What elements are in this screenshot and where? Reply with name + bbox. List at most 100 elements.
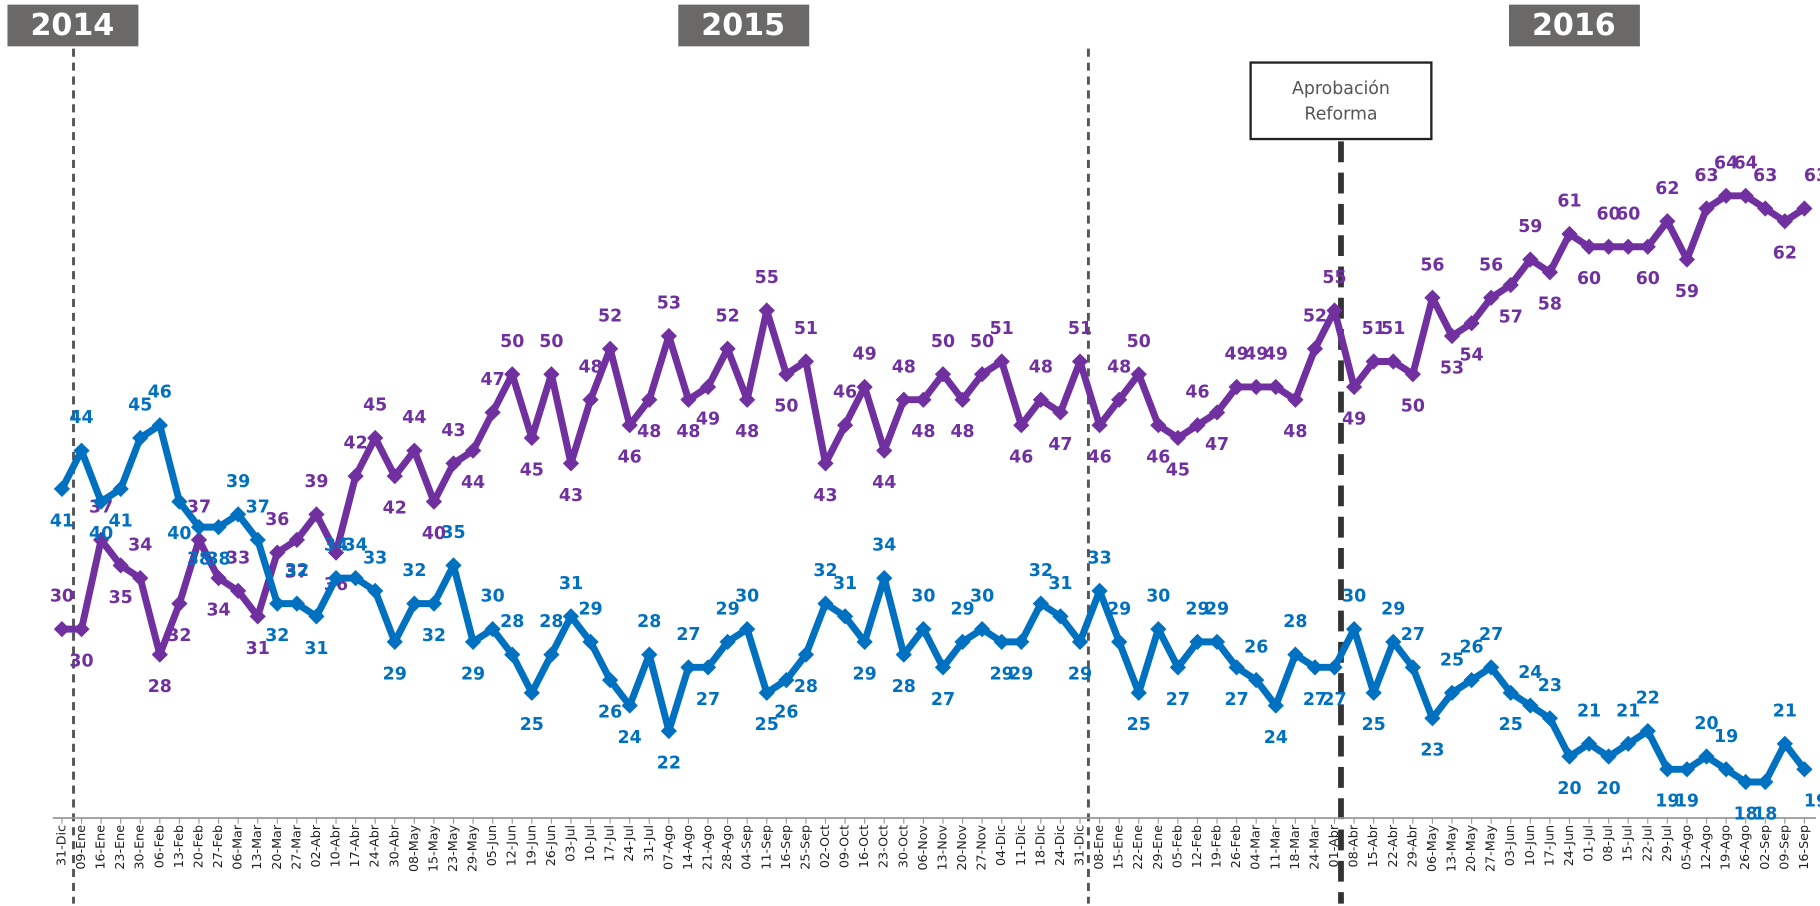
- marker: [660, 722, 677, 740]
- marker: [1345, 620, 1363, 638]
- marker: [1248, 378, 1265, 396]
- data-label: 24: [618, 728, 642, 748]
- data-label: 63: [1694, 166, 1718, 186]
- data-label: 48: [911, 422, 935, 442]
- marker: [602, 671, 619, 689]
- marker: [1345, 378, 1363, 396]
- marker: [778, 366, 795, 383]
- x-tick-label: 12-Jun: [505, 825, 520, 866]
- marker: [856, 633, 873, 650]
- marker: [53, 620, 71, 638]
- marker: [856, 378, 873, 396]
- data-label: 23: [1420, 741, 1444, 761]
- data-label: 43: [813, 486, 837, 506]
- marker: [327, 570, 345, 587]
- marker: [797, 646, 815, 663]
- x-tick-label: 15-Abr: [1366, 824, 1381, 867]
- x-tick-label: 26-Ago: [1738, 825, 1753, 870]
- data-label: 20: [1597, 779, 1621, 799]
- data-label: 48: [578, 357, 602, 377]
- data-label: 31: [1048, 574, 1072, 594]
- data-label: 51: [990, 319, 1014, 339]
- marker: [445, 455, 462, 472]
- x-tick-label: 31-Jul: [642, 825, 657, 862]
- marker: [739, 391, 756, 408]
- x-tick-label: 17-Jul: [603, 825, 618, 862]
- marker: [543, 646, 560, 663]
- marker: [1111, 633, 1128, 650]
- data-label: 30: [69, 652, 93, 672]
- marker: [1287, 646, 1304, 663]
- marker: [1032, 391, 1049, 408]
- x-tick-label: 21-Ago: [701, 825, 716, 870]
- x-tick-label: 19-Ago: [1719, 825, 1734, 870]
- marker: [699, 659, 717, 676]
- data-label: 46: [833, 383, 857, 403]
- data-label: 32: [813, 561, 837, 581]
- marker: [1150, 417, 1167, 434]
- x-tick-label: 08-Abr: [1347, 824, 1362, 867]
- data-label: 43: [559, 486, 583, 506]
- x-tick-label: 13-Feb: [172, 825, 187, 868]
- marker: [934, 659, 952, 676]
- data-label: 30: [911, 587, 935, 607]
- x-tick-label: 06-May: [1425, 824, 1440, 872]
- marker: [876, 570, 893, 587]
- data-label: 48: [892, 357, 916, 377]
- x-tick-label: 13-Nov: [935, 824, 950, 870]
- marker: [817, 595, 834, 612]
- data-label: 40: [422, 524, 446, 544]
- x-tick-label: 18-Mar: [1288, 824, 1303, 870]
- year-label: 2015: [701, 8, 785, 43]
- data-label: 45: [128, 395, 152, 415]
- data-label: 58: [1538, 295, 1562, 315]
- marker: [288, 531, 305, 549]
- marker: [112, 557, 129, 574]
- marker: [680, 391, 697, 408]
- data-label: 29: [853, 664, 877, 684]
- marker: [876, 442, 893, 459]
- marker: [1071, 633, 1089, 650]
- marker: [758, 684, 775, 701]
- data-label: 30: [1342, 587, 1366, 607]
- marker: [1580, 238, 1598, 255]
- data-label: 51: [1362, 319, 1386, 339]
- marker: [92, 493, 110, 510]
- x-tick-label: 22-Jul: [1640, 825, 1655, 862]
- data-label: 21: [1616, 701, 1640, 721]
- x-tick-label: 11-Dic: [1014, 825, 1029, 866]
- data-label: 23: [1538, 676, 1562, 696]
- marker: [445, 557, 462, 574]
- marker: [1404, 659, 1421, 676]
- data-label: 44: [872, 473, 896, 493]
- marker: [1522, 251, 1539, 268]
- marker: [993, 633, 1010, 650]
- marker: [367, 429, 384, 447]
- marker: [1639, 238, 1656, 255]
- marker: [1130, 366, 1147, 383]
- data-label: 61: [1557, 192, 1581, 212]
- marker: [934, 366, 952, 383]
- x-tick-label: 09-Oct: [838, 825, 853, 868]
- data-label: 39: [304, 472, 328, 492]
- x-tick-label: 31-Dic: [54, 825, 69, 866]
- x-tick-label: 12-Ago: [1699, 825, 1714, 870]
- marker: [1091, 417, 1108, 434]
- x-tick-label: 29-Ene: [1151, 825, 1166, 870]
- x-tick-label: 02-Oct: [818, 825, 833, 868]
- data-label: 28: [500, 612, 524, 632]
- marker: [288, 595, 305, 612]
- marker: [504, 646, 521, 663]
- data-label: 50: [1127, 332, 1151, 352]
- x-tick-label: 04-Sep: [740, 825, 755, 870]
- data-label: 50: [1401, 397, 1425, 417]
- marker: [367, 582, 384, 599]
- marker: [797, 353, 815, 370]
- marker: [778, 671, 795, 689]
- data-label: 46: [1146, 448, 1170, 468]
- data-label: 29: [1009, 664, 1033, 684]
- x-tick-label: 13-May: [1445, 824, 1460, 872]
- x-tick-label: 20-Nov: [955, 824, 970, 870]
- data-label: 50: [500, 332, 524, 352]
- marker: [1541, 710, 1559, 727]
